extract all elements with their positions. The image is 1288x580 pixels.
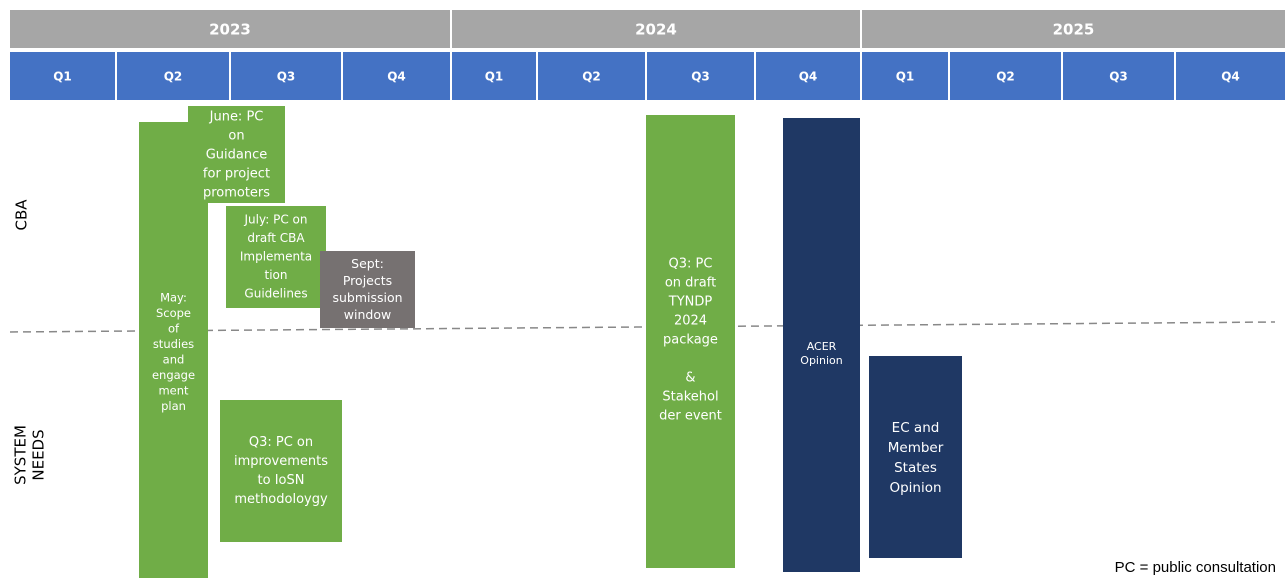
divider bbox=[9, 321, 1276, 333]
box-text: TYNDP bbox=[668, 295, 713, 310]
year-label: 2024 bbox=[635, 21, 677, 39]
box-text: submission bbox=[332, 290, 402, 305]
box-text: der event bbox=[659, 409, 722, 424]
box-text: ACER bbox=[807, 340, 837, 353]
box-text: on draft bbox=[665, 276, 716, 291]
box-text: 2024 bbox=[674, 314, 707, 329]
quarter-cell bbox=[231, 52, 341, 100]
box-text: Scope bbox=[156, 306, 191, 320]
box-text: & bbox=[685, 371, 695, 386]
box-text: Implementa bbox=[240, 250, 312, 264]
quarter-label: Q1 bbox=[53, 70, 72, 84]
quarter-label: Q2 bbox=[582, 70, 601, 84]
box-text: Member bbox=[888, 440, 944, 456]
box-text: May: bbox=[160, 290, 187, 304]
box-text: and bbox=[163, 352, 185, 366]
box bbox=[869, 356, 962, 558]
quarter-cell bbox=[117, 52, 229, 100]
quarter-label: Q3 bbox=[691, 70, 710, 84]
quarter-cell bbox=[452, 52, 536, 100]
box-text: engage bbox=[152, 368, 195, 382]
box-text: window bbox=[344, 307, 391, 322]
quarter-label: Q4 bbox=[799, 70, 818, 84]
year-cell bbox=[862, 10, 1285, 48]
quarter-cell bbox=[1176, 52, 1285, 100]
box-text: EC and bbox=[892, 420, 940, 436]
year-cell bbox=[10, 10, 450, 48]
box-text: Projects bbox=[343, 273, 392, 288]
box-text: studies bbox=[153, 337, 194, 351]
quarter-label: Q3 bbox=[1109, 70, 1128, 84]
year-cell bbox=[452, 10, 860, 48]
quarter-cell bbox=[756, 52, 860, 100]
box-text: plan bbox=[161, 399, 186, 413]
box-text: package bbox=[663, 333, 718, 348]
row-label: NEEDS bbox=[30, 429, 48, 480]
box-text: Sept: bbox=[351, 256, 384, 271]
box-text: ment bbox=[158, 383, 189, 397]
quarter-label: Q4 bbox=[387, 70, 406, 84]
quarter-label: Q3 bbox=[277, 70, 296, 84]
quarter-label: Q1 bbox=[485, 70, 504, 84]
box-text: Stakehol bbox=[662, 390, 718, 405]
quarter-label: Q4 bbox=[1221, 70, 1240, 84]
quarter-cell bbox=[1063, 52, 1174, 100]
quarter-label: Q2 bbox=[996, 70, 1015, 84]
quarter-cell bbox=[647, 52, 754, 100]
footnote: PC = public consultation bbox=[1115, 559, 1276, 576]
row-label: CBA bbox=[13, 199, 31, 231]
box-text: Guidance bbox=[206, 148, 268, 163]
box-text: Opinion bbox=[889, 480, 941, 496]
quarter-cell bbox=[538, 52, 645, 100]
box-text: improvements bbox=[234, 454, 328, 469]
box-text: of bbox=[168, 321, 180, 335]
quarter-cell bbox=[950, 52, 1061, 100]
box-text: methodoloygy bbox=[234, 492, 328, 507]
box-text: Opinion bbox=[800, 354, 842, 367]
box bbox=[188, 106, 285, 203]
quarter-label: Q2 bbox=[164, 70, 183, 84]
box-text: draft CBA bbox=[247, 231, 305, 245]
box-text: Guidelines bbox=[244, 287, 307, 301]
box bbox=[226, 206, 326, 308]
box-text: on bbox=[228, 129, 244, 144]
row-label: SYSTEM bbox=[12, 425, 30, 485]
box-text: promoters bbox=[203, 186, 270, 201]
box bbox=[220, 400, 342, 542]
year-label: 2023 bbox=[209, 21, 251, 39]
box-text: States bbox=[894, 460, 937, 476]
year-label: 2025 bbox=[1053, 21, 1095, 39]
box-text: Q3: PC on bbox=[249, 435, 313, 450]
quarter-cell bbox=[862, 52, 948, 100]
box bbox=[320, 251, 415, 328]
box-text: to IoSN bbox=[258, 473, 305, 488]
box-text: July: PC on bbox=[244, 213, 308, 227]
quarter-label: Q1 bbox=[896, 70, 915, 84]
box-text: tion bbox=[265, 268, 288, 282]
box bbox=[646, 115, 735, 568]
quarter-cell bbox=[10, 52, 115, 100]
box bbox=[783, 118, 860, 572]
box-text: for project bbox=[203, 167, 270, 182]
box-text: Q3: PC bbox=[669, 257, 713, 272]
box-text: June: PC bbox=[209, 110, 264, 125]
quarter-cell bbox=[343, 52, 450, 100]
